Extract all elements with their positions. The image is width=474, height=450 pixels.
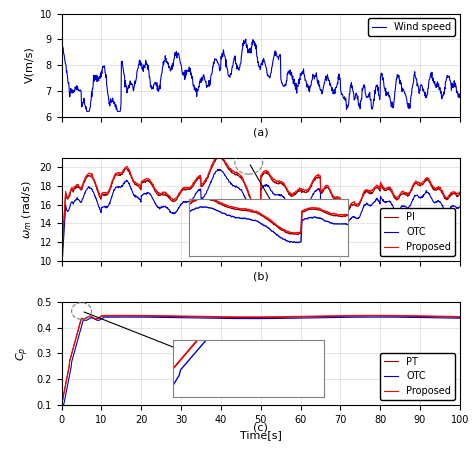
Proposed <box>457 314 463 319</box>
OTC <box>333 209 338 214</box>
OTC <box>333 315 338 320</box>
OTC <box>235 185 240 190</box>
Text: (c): (c) <box>253 423 268 433</box>
Line: OTC: OTC <box>62 169 460 261</box>
OTC <box>100 204 105 210</box>
OTC <box>370 315 375 320</box>
PI <box>457 191 463 197</box>
Line: PT: PT <box>62 316 460 405</box>
Proposed <box>220 155 226 161</box>
Proposed <box>235 170 240 175</box>
Line: Proposed: Proposed <box>62 315 460 405</box>
PI <box>370 190 375 196</box>
Proposed <box>370 313 375 318</box>
OTC <box>370 201 375 207</box>
PT <box>457 315 463 320</box>
OTC <box>377 200 383 206</box>
OTC <box>457 204 463 209</box>
OTC <box>215 166 221 172</box>
PI <box>235 173 240 178</box>
OTC <box>59 258 64 263</box>
Proposed <box>333 313 338 319</box>
Y-axis label: V(m/s): V(m/s) <box>24 47 34 83</box>
PT <box>377 313 383 319</box>
Legend: Wind speed: Wind speed <box>368 18 455 36</box>
Legend: PT, OTC, Proposed: PT, OTC, Proposed <box>380 353 455 400</box>
PI <box>59 256 64 262</box>
Y-axis label: $\omega_m$ (rad/s): $\omega_m$ (rad/s) <box>20 180 34 238</box>
Proposed <box>121 313 127 318</box>
Proposed <box>333 194 338 200</box>
OTC <box>235 316 240 321</box>
Proposed <box>377 313 383 318</box>
OTC <box>220 316 226 321</box>
PT <box>333 314 338 319</box>
OTC <box>100 316 105 321</box>
OTC <box>123 315 129 320</box>
OTC <box>220 169 226 175</box>
PT <box>220 315 226 320</box>
Proposed <box>214 155 219 161</box>
PT <box>121 313 127 319</box>
OTC <box>59 402 64 408</box>
Y-axis label: $C_p$: $C_p$ <box>15 346 31 360</box>
Proposed <box>59 255 64 260</box>
OTC <box>377 315 383 320</box>
PT <box>100 313 105 319</box>
Proposed <box>220 314 226 319</box>
PT <box>59 402 64 408</box>
PI <box>215 155 221 161</box>
PI <box>220 157 226 162</box>
Proposed <box>59 402 64 408</box>
Line: Proposed: Proposed <box>62 158 460 257</box>
Line: OTC: OTC <box>62 317 460 405</box>
Proposed <box>377 186 383 191</box>
PT <box>370 313 375 319</box>
Text: (b): (b) <box>253 271 269 281</box>
PI <box>333 197 338 202</box>
OTC <box>457 315 463 321</box>
PI <box>100 192 105 198</box>
Proposed <box>235 314 240 319</box>
PI <box>377 188 383 194</box>
Line: PI: PI <box>62 158 460 259</box>
Proposed <box>457 189 463 194</box>
Proposed <box>100 191 105 197</box>
X-axis label: Time[s]: Time[s] <box>240 430 282 440</box>
Proposed <box>370 188 375 194</box>
Text: (a): (a) <box>253 127 268 137</box>
Proposed <box>100 313 105 318</box>
Legend: PI, OTC, Proposed: PI, OTC, Proposed <box>380 208 455 256</box>
PT <box>235 315 240 320</box>
